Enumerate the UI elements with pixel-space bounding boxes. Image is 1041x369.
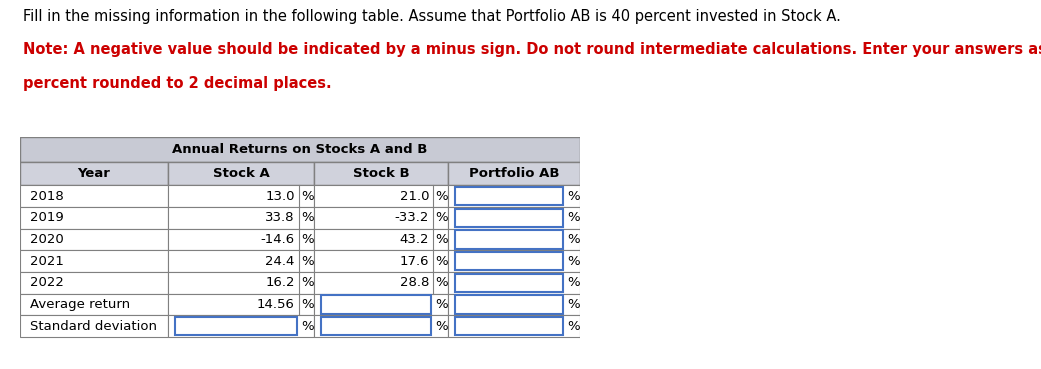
Text: 2019: 2019 [30,211,64,224]
Text: %: % [301,320,313,333]
Bar [20,315,169,337]
Text: Average return: Average return [30,298,130,311]
Bar [455,230,563,249]
Bar [313,315,449,337]
Bar [169,229,313,250]
Bar [20,294,169,315]
Text: %: % [301,211,313,224]
Bar [20,137,580,162]
Bar [20,162,169,185]
Text: 2021: 2021 [30,255,64,268]
Bar [20,229,169,250]
Text: %: % [301,255,313,268]
Text: 28.8: 28.8 [400,276,429,289]
Bar [20,250,169,272]
Bar [449,185,580,207]
Text: %: % [301,298,313,311]
Bar [313,207,449,229]
Text: Fill in the missing information in the following table. Assume that Portfolio AB: Fill in the missing information in the f… [23,9,841,24]
Bar [169,315,313,337]
Text: 2018: 2018 [30,190,64,203]
Text: %: % [566,298,580,311]
Text: 43.2: 43.2 [400,233,429,246]
Text: %: % [301,276,313,289]
Bar [169,207,313,229]
Bar [169,250,313,272]
Text: %: % [435,211,448,224]
Text: %: % [566,320,580,333]
Bar [321,296,431,314]
Text: %: % [566,211,580,224]
Bar [449,272,580,294]
Bar [20,272,169,294]
Text: %: % [435,255,448,268]
Bar [175,317,297,335]
Text: 2022: 2022 [30,276,64,289]
Text: -14.6: -14.6 [260,233,295,246]
Text: 17.6: 17.6 [400,255,429,268]
Text: Stock A: Stock A [212,167,270,180]
Bar [449,250,580,272]
Bar [20,207,169,229]
Text: %: % [301,190,313,203]
Bar [449,229,580,250]
Bar [449,315,580,337]
Bar [313,229,449,250]
Bar [449,294,580,315]
Text: Standard deviation: Standard deviation [30,320,157,333]
Text: %: % [566,190,580,203]
Text: %: % [566,276,580,289]
Bar [313,294,449,315]
Bar [169,185,313,207]
Text: -33.2: -33.2 [395,211,429,224]
Text: Year: Year [77,167,110,180]
Bar [455,317,563,335]
Text: %: % [435,298,448,311]
Bar [321,317,431,335]
Text: Stock B: Stock B [353,167,409,180]
Text: percent rounded to 2 decimal places.: percent rounded to 2 decimal places. [23,76,331,91]
Text: Annual Returns on Stocks A and B: Annual Returns on Stocks A and B [172,143,428,156]
Text: %: % [301,233,313,246]
Text: %: % [566,233,580,246]
Text: 2020: 2020 [30,233,64,246]
Text: 14.56: 14.56 [257,298,295,311]
Bar [313,250,449,272]
Bar [169,162,313,185]
Bar [313,185,449,207]
Text: 24.4: 24.4 [265,255,295,268]
Bar [455,274,563,292]
Bar [455,252,563,270]
Bar [449,162,580,185]
Text: %: % [435,190,448,203]
Text: %: % [435,320,448,333]
Bar [20,185,169,207]
Bar [169,272,313,294]
Text: Note: A negative value should be indicated by a minus sign. Do not round interme: Note: A negative value should be indicat… [23,42,1041,58]
Text: %: % [435,276,448,289]
Bar [313,272,449,294]
Text: 21.0: 21.0 [400,190,429,203]
Bar [455,209,563,227]
Text: Portfolio AB: Portfolio AB [468,167,559,180]
Bar [313,162,449,185]
Text: %: % [566,255,580,268]
Bar [169,294,313,315]
Bar [455,296,563,314]
Bar [449,207,580,229]
Bar [455,187,563,205]
Text: %: % [435,233,448,246]
Text: 13.0: 13.0 [265,190,295,203]
Text: 16.2: 16.2 [265,276,295,289]
Text: 33.8: 33.8 [265,211,295,224]
